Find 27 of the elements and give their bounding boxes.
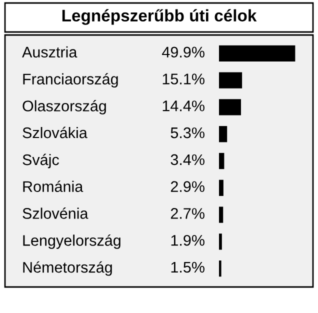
data-label: 1.9%	[171, 234, 204, 246]
y-tick-label: Németország	[23, 261, 112, 276]
bar	[219, 206, 224, 223]
y-tick-label: Ausztria	[22, 46, 78, 58]
y-tick-label: Szlovákia	[22, 126, 88, 138]
y-tick-label: Lengyelország	[23, 234, 120, 249]
bar	[219, 152, 224, 170]
y-tick-label: Olaszország	[22, 100, 106, 114]
bar	[219, 99, 241, 116]
data-label: 1.5%	[171, 262, 204, 273]
bar	[219, 180, 224, 196]
data-label: 15.1%	[162, 74, 204, 84]
y-tick-label: Svájc	[22, 154, 59, 168]
chart-title: Legnépszerűbb úti célok	[62, 9, 257, 25]
y-tick-label: Szlovénia	[22, 207, 88, 219]
bar	[219, 126, 228, 142]
data-label: 2.7%	[170, 208, 204, 219]
y-tick-label: Franciaország	[23, 73, 118, 88]
bar	[219, 45, 296, 62]
data-label: 5.3%	[170, 127, 204, 138]
data-label: 14.4%	[162, 100, 204, 112]
bar	[219, 72, 242, 88]
y-tick-label: Románia	[23, 180, 84, 192]
data-label: 49.9%	[162, 46, 204, 58]
data-label: 3.4%	[170, 154, 204, 166]
bar	[219, 234, 222, 250]
data-label: 2.9%	[170, 181, 204, 192]
